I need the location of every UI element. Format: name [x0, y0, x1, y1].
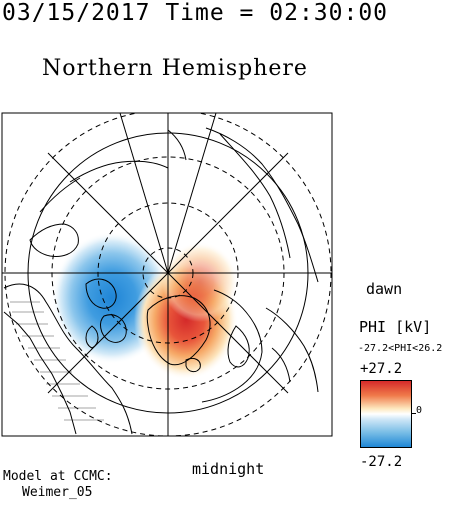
model-source-label: Model at CCMC: [3, 469, 113, 484]
coastline-north-america [3, 283, 133, 435]
hemisphere-title: Northern Hemisphere [42, 56, 308, 81]
colorbar-zero-label: 0 [416, 405, 423, 416]
coastline-eurasia [201, 127, 319, 403]
timestamp-title: 03/15/2017 Time = 02:30:00 [2, 0, 389, 26]
coastline-russia-coast [265, 307, 319, 393]
meridian-line [119, 113, 169, 274]
model-name-label: Weimer_05 [22, 485, 93, 500]
coastline-iceland [185, 357, 201, 373]
midnight-label: midnight [192, 460, 265, 478]
colorbar [360, 380, 412, 448]
coastline-alaska [29, 223, 79, 257]
positive-potential-cell-outer [162, 242, 238, 322]
colorbar-title: PHI [kV] [359, 318, 432, 336]
polar-potential-map [1, 112, 333, 437]
coastline-scandinavia [227, 325, 250, 368]
colorbar-range: -27.2<PHI<26.2 [358, 343, 443, 354]
coastline-greenland [146, 295, 211, 366]
colorbar-max-label: +27.2 [360, 361, 403, 377]
coastline-asia-north [39, 129, 187, 213]
colorbar-zero-tick [412, 413, 416, 414]
dawn-label: dawn [366, 280, 403, 298]
coastline-canada-islands [85, 278, 127, 349]
colorbar-min-label: -27.2 [360, 454, 403, 470]
meridian-line [167, 113, 217, 274]
